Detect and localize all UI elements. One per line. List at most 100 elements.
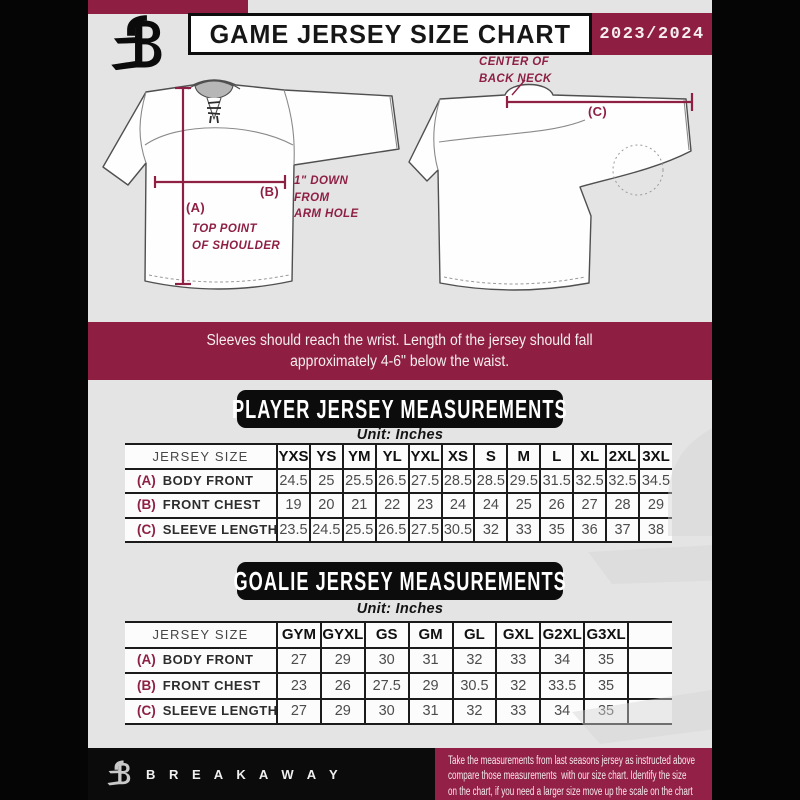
goalie-size-table: JERSEY SIZE GYM GYXL GS GM GL GXL G2XL G3XL (A) BO… [125, 621, 672, 725]
size-column-header: YXL [407, 443, 442, 469]
size-column-header: XS [440, 443, 475, 469]
measure-label-c: (C) [588, 104, 607, 119]
size-column-header: GYM [276, 621, 321, 648]
measurement-cell: 26 [319, 672, 365, 699]
measurement-cell: 34 [539, 697, 585, 725]
measurement-cell: 27.5 [363, 672, 409, 699]
measurement-cell: 27.5 [407, 467, 442, 493]
measurement-cell: 29 [319, 697, 365, 725]
size-column-header: GM [407, 621, 453, 648]
row-label-cell: (B) FRONT CHEST [125, 492, 277, 518]
measurement-cell: 28.5 [473, 467, 508, 493]
measurement-cell: 22 [374, 492, 409, 518]
measurement-cell: 28 [605, 492, 639, 518]
measurement-row: (A) BODY FRONT 24.5 25 25.5 26.5 27.5 28.5 28.5 2… [125, 467, 672, 493]
breakaway-logo-icon [106, 10, 172, 80]
note-top-point-of-shoulder: TOP POINT OF SHOULDER [192, 223, 281, 252]
top-accent-strip [88, 0, 248, 14]
note-center-of-back-neck: CENTER OF BACK NECK [479, 56, 552, 85]
size-column-header: G3XL [583, 621, 628, 648]
measurement-cell: 33 [506, 516, 541, 543]
measurement-cell: 38 [637, 516, 672, 543]
jersey-size-header: JERSEY SIZE [125, 443, 277, 469]
jersey-size-header: JERSEY SIZE [125, 621, 277, 648]
measurement-cell: 33 [495, 697, 541, 725]
goalie-unit-label: Unit: Inches [356, 601, 444, 617]
size-column-header: XL [572, 443, 607, 469]
measurement-cell: 31 [407, 697, 453, 725]
size-column-header: M [506, 443, 541, 469]
measurement-cell: 29 [637, 492, 672, 518]
size-column-header: GYXL [319, 621, 365, 648]
measurement-cell: 20 [308, 492, 343, 518]
measurement-cell: 30.5 [440, 516, 475, 543]
measurement-cell: 30 [363, 646, 409, 673]
measurement-cell: 30.5 [451, 672, 497, 699]
footer-note-box: Take the measurements from last seasons … [435, 748, 712, 800]
measurement-cell: 26.5 [374, 516, 409, 543]
measurement-cell: 27 [276, 646, 321, 673]
measurement-cell: 32 [473, 516, 508, 543]
banner-line-2: approximately 4-6" below the waist. [290, 352, 510, 370]
measurement-cell: 36 [572, 516, 607, 543]
measurement-cell: 35 [583, 646, 628, 673]
measurement-cell: 35 [539, 516, 574, 543]
footer-logo-box: B R E A K A W A Y [88, 748, 435, 800]
measurement-cell: 29 [319, 646, 365, 673]
measurement-cell: 31.5 [539, 467, 574, 493]
measurement-cell: 37 [605, 516, 639, 543]
measurement-cell: 35 [583, 672, 628, 699]
page-content: GAME JERSEY SIZE CHART 2023/2024 [88, 0, 712, 800]
note-down-from-arm-hole: 1" DOWN FROM ARM HOLE [294, 175, 359, 221]
measurement-cell: 34.5 [637, 467, 672, 493]
size-column-header: 3XL [637, 443, 672, 469]
measurement-cell: 31 [407, 646, 453, 673]
size-column-header: GXL [495, 621, 541, 648]
row-label: BODY FRONT [162, 472, 254, 488]
size-column-header: YXS [276, 443, 310, 469]
back-jersey-diagram [408, 83, 692, 291]
measurement-cell: 24.5 [308, 516, 343, 543]
measurement-cell [627, 646, 672, 673]
measurement-cell [627, 697, 672, 725]
row-key: (C) [137, 703, 156, 719]
footer-brand-text: B R E A K A W A Y [146, 766, 343, 782]
jersey-diagram [102, 79, 694, 291]
row-label: SLEEVE LENGTH [162, 703, 278, 719]
size-column-header: YS [308, 443, 343, 469]
measurement-cell: 23 [276, 672, 321, 699]
measurement-cell [627, 672, 672, 699]
size-column-header: GS [363, 621, 409, 648]
size-column-header: YM [341, 443, 376, 469]
size-header-row: JERSEY SIZE YXS YS YM YL YXL XS S M L XL 2XL 3XL [125, 443, 672, 469]
measurement-cell: 25.5 [341, 467, 376, 493]
measurement-cell: 29.5 [506, 467, 541, 493]
measurement-cell: 27 [276, 697, 321, 725]
measurement-cell: 19 [276, 492, 310, 518]
row-label: SLEEVE LENGTH [162, 521, 278, 537]
row-key: (B) [137, 497, 156, 513]
measurement-cell: 34 [539, 646, 585, 673]
row-label-cell: (C) SLEEVE LENGTH [125, 516, 278, 543]
measure-label-a: (A) [186, 200, 205, 215]
row-label-cell: (A) BODY FRONT [125, 467, 277, 493]
size-column-header: L [539, 443, 574, 469]
measurement-row: (B) FRONT CHEST 19 20 21 22 23 24 24 25 26 27 28 29 [125, 492, 672, 518]
season-badge: 2023/2024 [592, 13, 712, 55]
measurement-cell: 32 [451, 697, 497, 725]
row-label-cell: (A) BODY FRONT [125, 646, 277, 673]
row-label-cell: (B) FRONT CHEST [125, 672, 277, 699]
player-unit-label: Unit: Inches [356, 427, 444, 443]
row-key: (A) [137, 652, 156, 668]
measurement-cell: 32.5 [605, 467, 639, 493]
measurement-cell: 28.5 [440, 467, 475, 493]
measurement-cell: 27.5 [407, 516, 442, 543]
size-column-header: YL [374, 443, 409, 469]
player-size-table: JERSEY SIZE YXS YS YM YL YXL XS S M L XL 2XL 3XL (A) B… [125, 443, 672, 543]
measurement-cell: 25.5 [341, 516, 376, 543]
measurement-cell: 32 [495, 672, 541, 699]
measurement-cell: 25 [506, 492, 541, 518]
row-key: (B) [137, 677, 156, 693]
measurement-cell: 24.5 [276, 467, 310, 493]
size-column-header: GL [451, 621, 497, 648]
